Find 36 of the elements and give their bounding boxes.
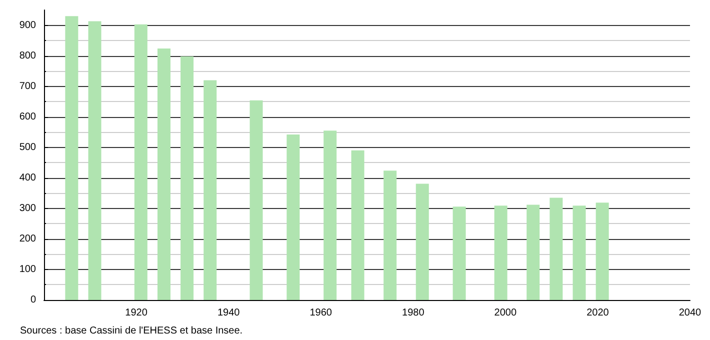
x-tick-label: 1960 (310, 308, 332, 318)
bar (204, 80, 217, 300)
bar (65, 16, 78, 300)
y-tick-label: 600 (19, 111, 36, 122)
x-tick-label: 1940 (217, 308, 240, 318)
bar (88, 21, 102, 300)
y-tick-label: 100 (19, 264, 36, 275)
x-tick-label: 2040 (678, 308, 702, 318)
y-tick-label: 300 (19, 202, 36, 214)
y-tick-label: 0 (30, 294, 36, 306)
y-tick-label: 400 (19, 172, 36, 184)
x-tick-label: 1920 (125, 308, 148, 318)
bar (416, 184, 429, 300)
y-tick-label: 500 (19, 142, 36, 153)
bar (550, 198, 563, 300)
bar (324, 130, 337, 300)
bar (134, 24, 148, 300)
x-tick-label: 1980 (402, 308, 425, 318)
y-tick-label: 800 (19, 50, 36, 62)
bar (250, 100, 263, 300)
bar (180, 56, 194, 300)
x-tick-label: 2000 (494, 308, 517, 318)
y-tick-label: 200 (19, 233, 36, 244)
bar (452, 206, 466, 300)
bar (572, 206, 586, 300)
bar (494, 206, 508, 300)
bar (596, 202, 609, 300)
x-tick-label: 2020 (586, 308, 610, 318)
source-note: Sources : base Cassini de l'EHESS et base Insee. (20, 326, 243, 336)
bar (157, 48, 170, 300)
bar (384, 170, 397, 300)
bar (286, 134, 300, 300)
bar (351, 150, 364, 300)
y-tick-label: 700 (19, 80, 36, 92)
bar (526, 204, 540, 300)
y-tick-label: 900 (19, 20, 36, 31)
